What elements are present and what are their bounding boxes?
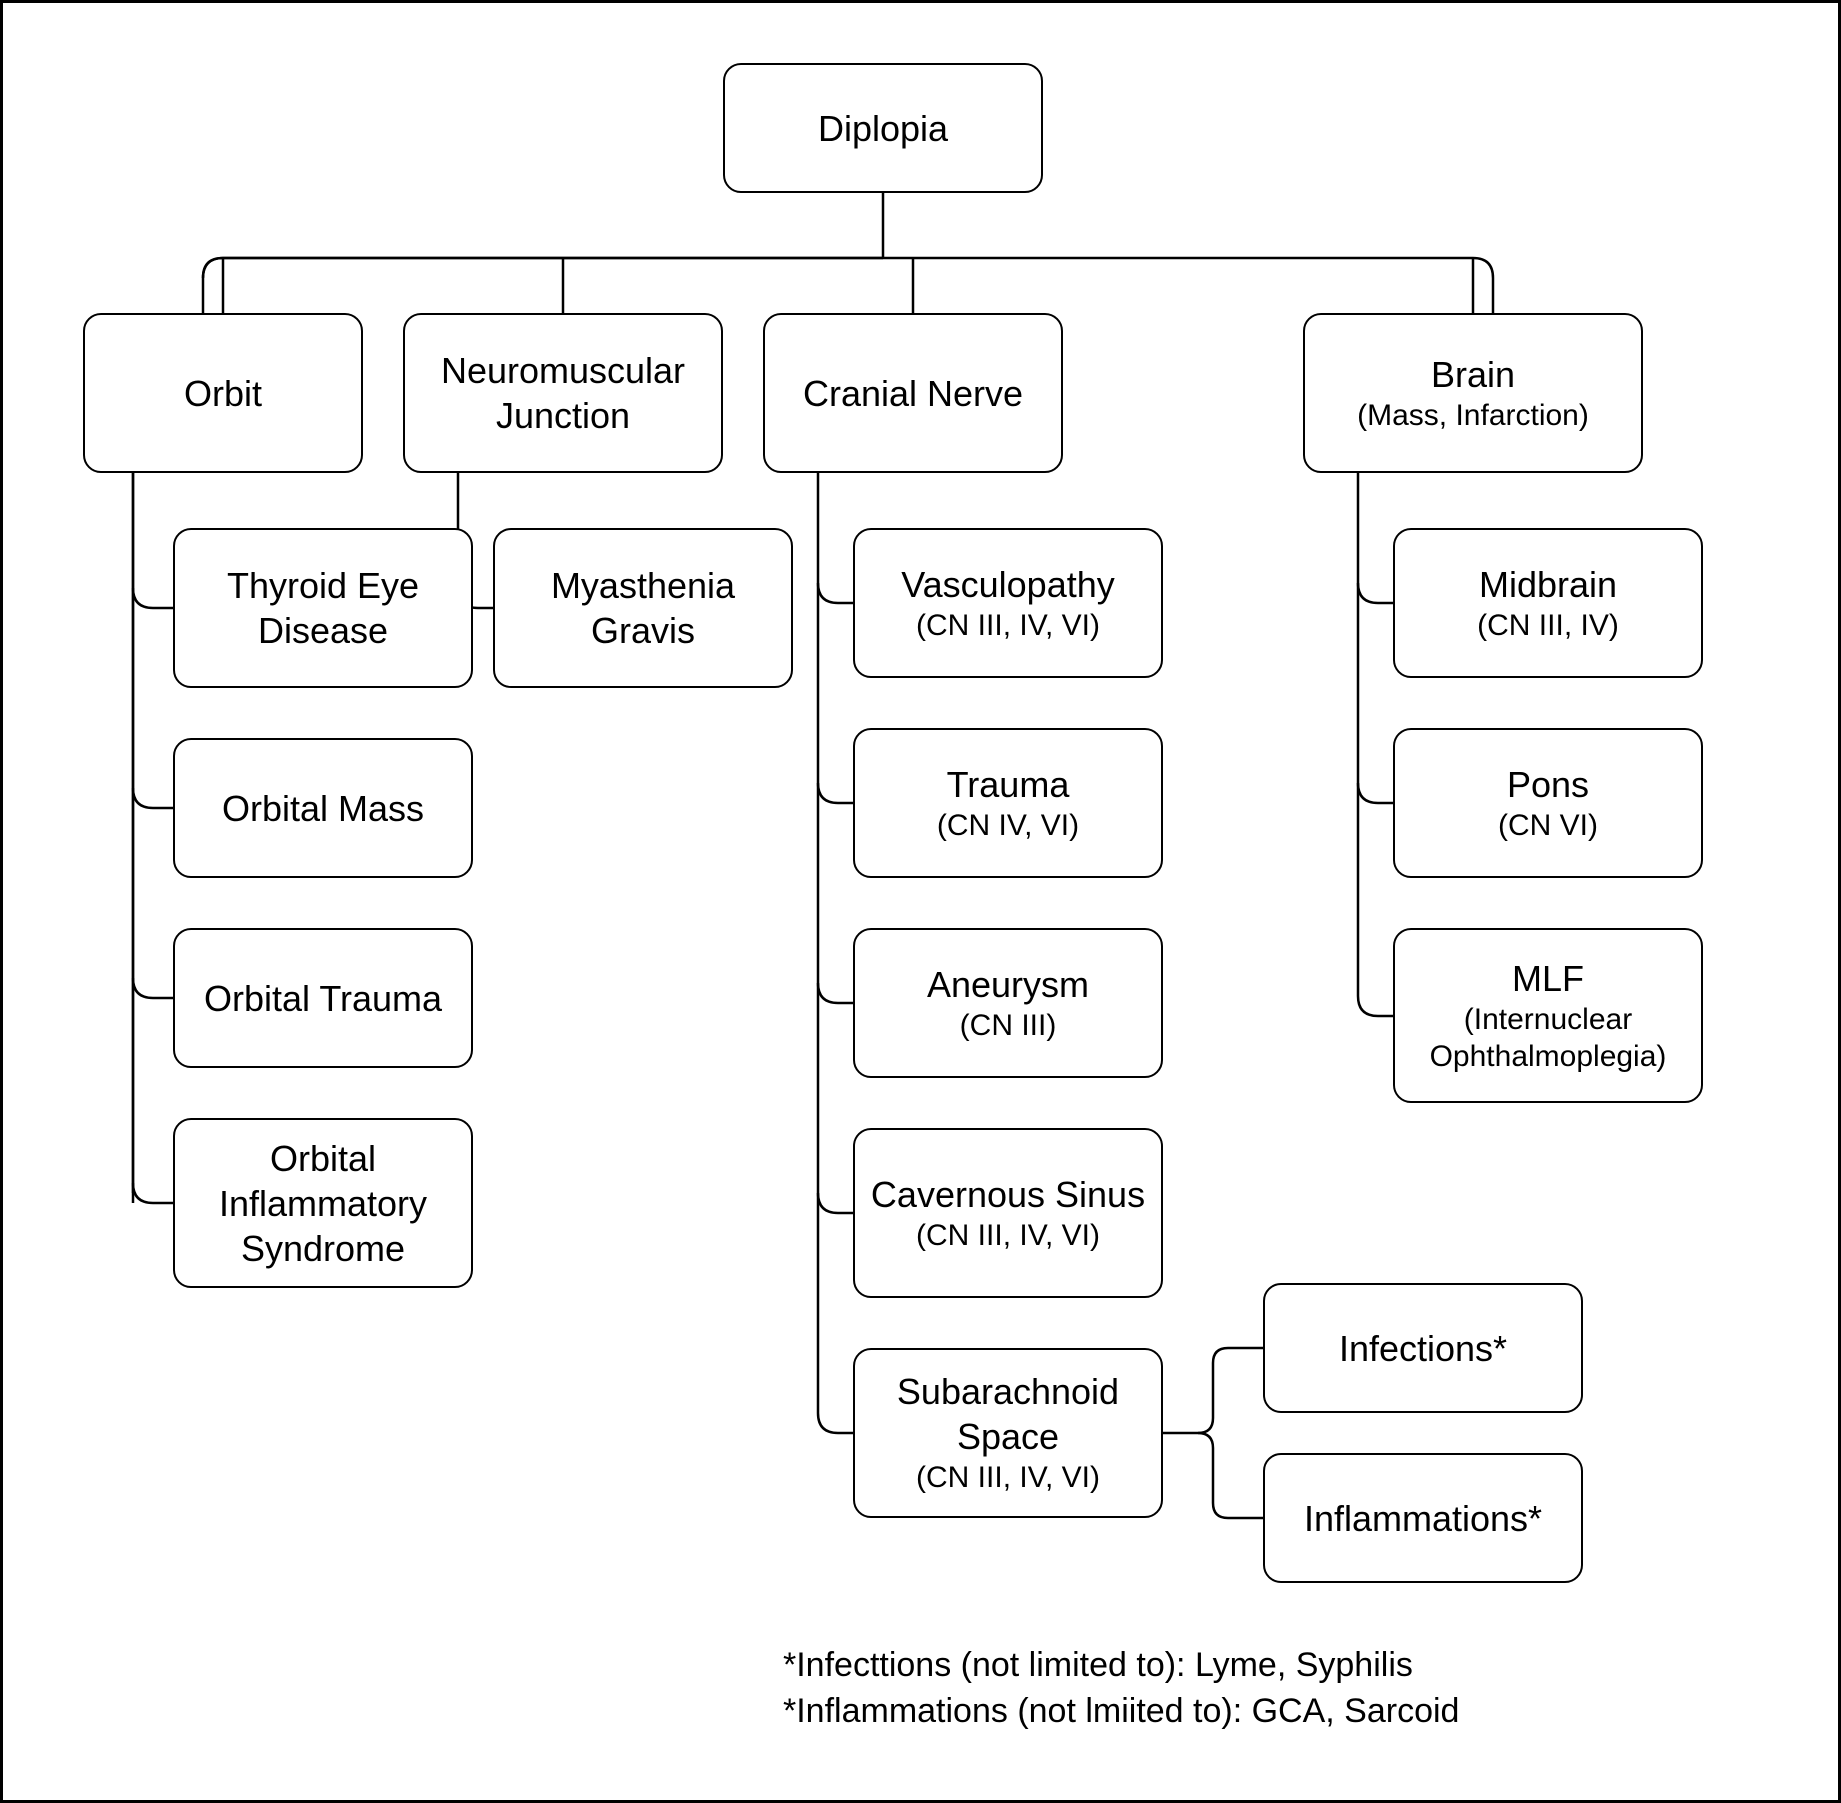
node-sub: (Mass, Infarction) bbox=[1357, 397, 1589, 435]
node-midbrain: Midbrain (CN III, IV) bbox=[1393, 528, 1703, 678]
footnotes: *Infecttions (not limited to): Lyme, Syp… bbox=[783, 1643, 1459, 1735]
node-title: Diplopia bbox=[818, 106, 948, 151]
node-brain: Brain (Mass, Infarction) bbox=[1303, 313, 1643, 473]
node-cranial-nerve: Cranial Nerve bbox=[763, 313, 1063, 473]
node-myasthenia-gravis: Myasthenia Gravis bbox=[493, 528, 793, 688]
node-aneurysm: Aneurysm (CN III) bbox=[853, 928, 1163, 1078]
node-thyroid-eye-disease: Thyroid Eye Disease bbox=[173, 528, 473, 688]
node-pons: Pons (CN VI) bbox=[1393, 728, 1703, 878]
node-diplopia: Diplopia bbox=[723, 63, 1043, 193]
node-title: Orbital Mass bbox=[222, 786, 424, 831]
node-orbital-mass: Orbital Mass bbox=[173, 738, 473, 878]
node-title: Cavernous Sinus bbox=[871, 1172, 1145, 1217]
node-title: Orbital Inflammatory Syndrome bbox=[181, 1136, 465, 1271]
node-mlf: MLF (Internuclear Ophthalmoplegia) bbox=[1393, 928, 1703, 1103]
node-cavernous-sinus: Cavernous Sinus (CN III, IV, VI) bbox=[853, 1128, 1163, 1298]
node-neuromuscular-junction: Neuromuscular Junction bbox=[403, 313, 723, 473]
node-trauma: Trauma (CN IV, VI) bbox=[853, 728, 1163, 878]
node-orbital-inflammatory-syndrome: Orbital Inflammatory Syndrome bbox=[173, 1118, 473, 1288]
footnote-line: *Inflammations (not lmiited to): GCA, Sa… bbox=[783, 1689, 1459, 1735]
node-orbital-trauma: Orbital Trauma bbox=[173, 928, 473, 1068]
node-sub: (Internuclear Ophthalmoplegia) bbox=[1401, 1001, 1695, 1076]
diagram-frame: Diplopia Orbit Neuromuscular Junction Cr… bbox=[0, 0, 1841, 1803]
node-title: Orbit bbox=[184, 371, 262, 416]
node-title: Inflammations* bbox=[1304, 1496, 1542, 1541]
node-title: Trauma bbox=[947, 762, 1070, 807]
node-sub: (CN IV, VI) bbox=[937, 807, 1079, 845]
node-title: MLF bbox=[1512, 956, 1584, 1001]
node-sub: (CN III, IV, VI) bbox=[916, 607, 1100, 645]
node-title: Aneurysm bbox=[927, 962, 1089, 1007]
node-vasculopathy: Vasculopathy (CN III, IV, VI) bbox=[853, 528, 1163, 678]
footnote-line: *Infecttions (not limited to): Lyme, Syp… bbox=[783, 1643, 1459, 1689]
node-sub: (CN III, IV, VI) bbox=[916, 1459, 1100, 1497]
node-sub: (CN VI) bbox=[1498, 807, 1598, 845]
node-title: Neuromuscular Junction bbox=[411, 348, 715, 438]
node-title: Pons bbox=[1507, 762, 1589, 807]
node-title: Infections* bbox=[1339, 1326, 1507, 1371]
node-title: Midbrain bbox=[1479, 562, 1617, 607]
node-title: Subarachnoid Space bbox=[861, 1369, 1155, 1459]
node-sub: (CN III, IV, VI) bbox=[916, 1217, 1100, 1255]
node-title: Vasculopathy bbox=[901, 562, 1114, 607]
node-inflammations: Inflammations* bbox=[1263, 1453, 1583, 1583]
node-sub: (CN III) bbox=[960, 1007, 1057, 1045]
node-subarachnoid-space: Subarachnoid Space (CN III, IV, VI) bbox=[853, 1348, 1163, 1518]
node-title: Brain bbox=[1431, 352, 1515, 397]
node-infections: Infections* bbox=[1263, 1283, 1583, 1413]
node-title: Thyroid Eye Disease bbox=[181, 563, 465, 653]
node-sub: (CN III, IV) bbox=[1477, 607, 1619, 645]
node-orbit: Orbit bbox=[83, 313, 363, 473]
node-title: Orbital Trauma bbox=[204, 976, 442, 1021]
node-title: Myasthenia Gravis bbox=[501, 563, 785, 653]
node-title: Cranial Nerve bbox=[803, 371, 1023, 416]
